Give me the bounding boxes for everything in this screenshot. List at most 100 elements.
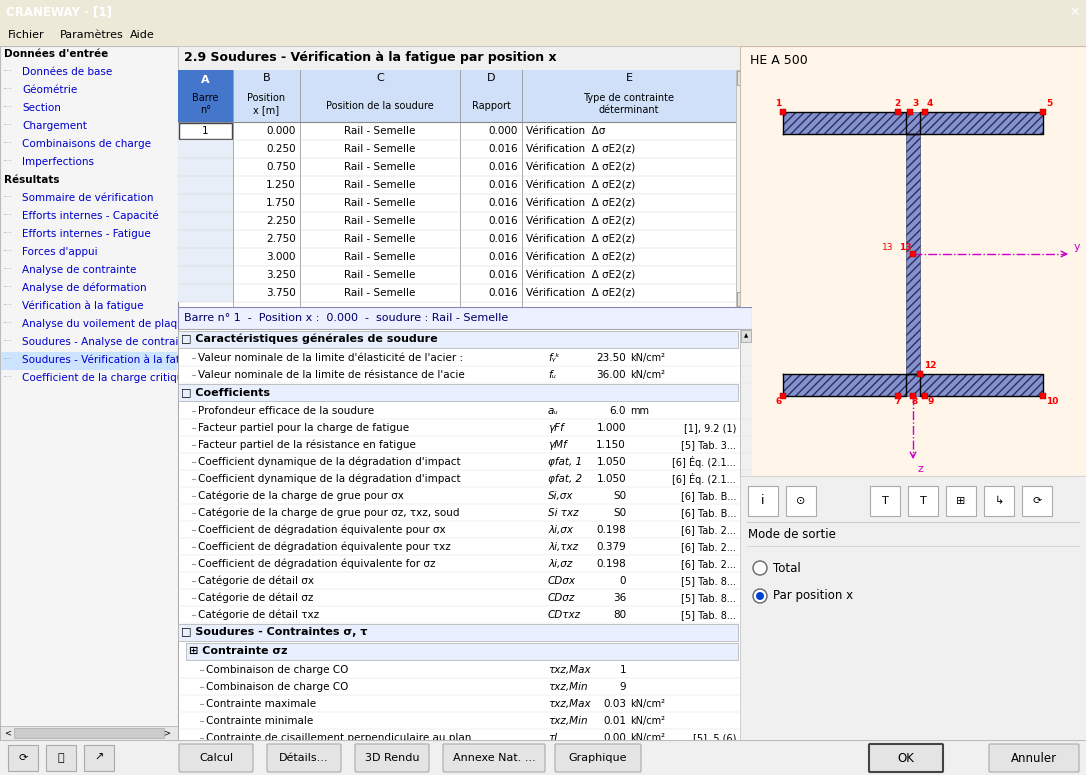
Text: ⊙: ⊙: [796, 496, 806, 506]
Text: C: C: [376, 73, 383, 83]
Text: Par position x: Par position x: [773, 590, 854, 602]
Text: 1.150: 1.150: [596, 440, 626, 450]
Text: 1.250: 1.250: [266, 180, 296, 190]
Bar: [178, 176, 233, 194]
Text: Catégorie de détail σx: Catégorie de détail σx: [198, 576, 314, 586]
Text: 12: 12: [924, 361, 936, 370]
Text: 0.198: 0.198: [596, 525, 626, 535]
Text: ✕: ✕: [1070, 5, 1079, 19]
Bar: [178, 194, 233, 212]
Text: Graphique: Graphique: [569, 753, 628, 763]
FancyBboxPatch shape: [869, 744, 943, 772]
Text: ····: ····: [2, 157, 12, 167]
Bar: [178, 122, 736, 140]
Text: 3.250: 3.250: [266, 270, 296, 280]
Text: γMf: γMf: [548, 440, 567, 450]
Text: 4: 4: [927, 99, 933, 108]
Text: Vérification à la fatigue: Vérification à la fatigue: [22, 301, 143, 312]
Bar: [741, 727, 752, 739]
Text: Catégorie de la charge de grue pour σx: Catégorie de la charge de grue pour σx: [198, 491, 404, 501]
Bar: [178, 331, 738, 348]
Text: Soudures - Vérification à la fati...: Soudures - Vérification à la fati...: [22, 355, 193, 365]
Text: Calcul: Calcul: [199, 753, 233, 763]
Text: □ Caractéristiques générales de soudure: □ Caractéristiques générales de soudure: [181, 334, 438, 344]
Text: Données d'entrée: Données d'entrée: [4, 49, 109, 59]
Text: Coefficient de dégradation équivalente for σz: Coefficient de dégradation équivalente f…: [198, 559, 435, 570]
Text: Fichier: Fichier: [8, 30, 45, 40]
Text: ····: ····: [2, 122, 12, 130]
Text: 80: 80: [613, 610, 626, 620]
Text: x [m]: x [m]: [253, 105, 279, 115]
Text: Efforts internes - Capacité: Efforts internes - Capacité: [22, 211, 159, 221]
Text: 1.000: 1.000: [596, 423, 626, 433]
Text: Annexe Nat. ...: Annexe Nat. ...: [453, 753, 535, 763]
Text: Rail - Semelle: Rail - Semelle: [344, 216, 416, 226]
Text: Vérification  Δ σE2(z): Vérification Δ σE2(z): [526, 234, 635, 244]
Text: [6] Tab. B...: [6] Tab. B...: [681, 508, 736, 518]
Text: 9: 9: [619, 682, 626, 692]
FancyBboxPatch shape: [355, 744, 429, 772]
FancyBboxPatch shape: [267, 744, 341, 772]
Bar: [178, 248, 736, 266]
Text: 8: 8: [911, 397, 918, 406]
Text: 0.01: 0.01: [603, 716, 626, 726]
Text: Vérification  Δ σE2(z): Vérification Δ σE2(z): [526, 216, 635, 226]
Text: 0: 0: [619, 576, 626, 586]
Text: ▼: ▼: [742, 296, 747, 302]
Text: 6: 6: [775, 397, 781, 406]
Text: Vérification  Δ σE2(z): Vérification Δ σE2(z): [526, 288, 635, 298]
Text: 0.016: 0.016: [489, 144, 518, 154]
Text: Aide: Aide: [130, 30, 154, 40]
Text: CRANEWAY - [1]: CRANEWAY - [1]: [7, 5, 112, 19]
Text: 💾: 💾: [58, 753, 64, 763]
Text: ↗: ↗: [94, 753, 103, 763]
Text: ····: ····: [2, 194, 12, 202]
Text: Sommaire de vérification: Sommaire de vérification: [22, 193, 153, 203]
Text: [6] Tab. 2...: [6] Tab. 2...: [681, 542, 736, 552]
Text: kN/cm²: kN/cm²: [630, 353, 665, 363]
Text: ⊞ Contrainte σz: ⊞ Contrainte σz: [189, 646, 288, 656]
Bar: [186, 643, 738, 660]
Text: Vérification  Δ σE2(z): Vérification Δ σE2(z): [526, 270, 635, 280]
Text: ····: ····: [2, 266, 12, 274]
Text: ⟳: ⟳: [18, 753, 27, 763]
Text: 0.00: 0.00: [603, 733, 626, 743]
Text: Vérification  Δ σE2(z): Vérification Δ σE2(z): [526, 144, 635, 154]
Text: [6] Tab. B...: [6] Tab. B...: [681, 491, 736, 501]
Text: Position de la soudure: Position de la soudure: [326, 101, 434, 111]
Text: Analyse de contrainte: Analyse de contrainte: [22, 265, 137, 275]
Text: Soudures - Analyse de contrain...: Soudures - Analyse de contrain...: [22, 337, 195, 347]
Text: CDσz: CDσz: [548, 593, 576, 603]
Text: ▼: ▼: [744, 731, 748, 735]
Bar: [178, 158, 736, 176]
Text: Rail - Semelle: Rail - Semelle: [344, 144, 416, 154]
Text: 13: 13: [899, 243, 911, 252]
Text: Catégorie de détail τxz: Catégorie de détail τxz: [198, 610, 319, 620]
Text: z: z: [917, 464, 923, 474]
Text: [1], 9.2 (1): [1], 9.2 (1): [683, 423, 736, 433]
Text: ⟳: ⟳: [9, 753, 20, 766]
Text: Rail - Semelle: Rail - Semelle: [344, 198, 416, 208]
Bar: [741, 330, 752, 342]
Text: ····: ····: [2, 374, 12, 383]
Text: >: >: [163, 728, 171, 738]
Text: [5] Tab. 3...: [5] Tab. 3...: [681, 440, 736, 450]
Text: 0.016: 0.016: [489, 252, 518, 262]
Text: y: y: [1074, 242, 1081, 252]
Text: ····: ····: [2, 356, 12, 364]
Text: Coefficient de la charge critique: Coefficient de la charge critique: [22, 373, 190, 383]
Text: ····: ····: [2, 85, 12, 95]
FancyBboxPatch shape: [555, 744, 641, 772]
Bar: [84, 745, 114, 771]
Text: 36.00: 36.00: [596, 370, 626, 380]
Text: Valeur nominale de la limite de résistance de l'acie: Valeur nominale de la limite de résistan…: [198, 370, 465, 380]
Text: Chargement: Chargement: [22, 121, 87, 131]
Text: Données de base: Données de base: [22, 67, 112, 77]
Text: 0.016: 0.016: [489, 270, 518, 280]
Text: Rail - Semelle: Rail - Semelle: [344, 180, 416, 190]
Bar: [178, 266, 233, 284]
Bar: [178, 140, 233, 158]
Text: Paramètres: Paramètres: [60, 30, 124, 40]
Bar: [178, 230, 736, 248]
Text: Contrainte de cisaillement perpendiculaire au plan: Contrainte de cisaillement perpendiculai…: [206, 733, 471, 743]
